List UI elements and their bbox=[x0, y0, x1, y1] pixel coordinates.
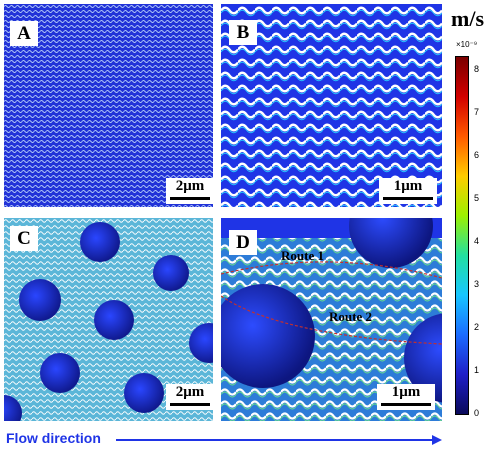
panel-c-scale-label: 2μm bbox=[175, 384, 205, 400]
colorbar-tick-label: 0 bbox=[474, 408, 480, 418]
panel-a-scale-label: 2μm bbox=[175, 178, 205, 194]
flow-arrow-icon bbox=[432, 435, 442, 445]
obstacle bbox=[153, 255, 189, 291]
panel-b-label: B bbox=[229, 20, 257, 45]
panel-d-field bbox=[221, 218, 442, 421]
obstacle bbox=[40, 353, 80, 393]
panel-c-scalebar: 2μm bbox=[166, 384, 213, 410]
colorbar-tick-label: 2 bbox=[474, 322, 480, 332]
route-1-label: Route 1 bbox=[281, 248, 324, 263]
colorbar-unit: m/s bbox=[451, 6, 484, 31]
panel-d-label: D bbox=[229, 230, 257, 255]
panel-b-scalebar: 1μm bbox=[379, 178, 437, 204]
panel-d-scalebar: 1μm bbox=[377, 384, 435, 410]
colorbar-tick-label: 7 bbox=[474, 107, 480, 117]
panel-b-field bbox=[221, 4, 442, 207]
flow-direction-label: Flow direction bbox=[6, 430, 101, 446]
flow-arrow-line bbox=[116, 439, 434, 441]
obstacle bbox=[80, 222, 120, 262]
colorbar-tick-label: 8 bbox=[474, 64, 480, 74]
colorbar-gradient bbox=[455, 56, 469, 415]
obstacle bbox=[94, 300, 134, 340]
panel-a: A 2μm bbox=[4, 4, 213, 207]
panel-c-scale-bar bbox=[170, 403, 210, 406]
panel-b-scale-label: 1μm bbox=[393, 178, 423, 194]
colorbar-multiplier: ×10⁻⁹ bbox=[456, 40, 478, 49]
colorbar-tick-label: 3 bbox=[474, 279, 480, 289]
panel-b-scale-bar bbox=[383, 197, 433, 200]
colorbar-tick-label: 4 bbox=[474, 236, 480, 246]
route-2-label: Route 2 bbox=[329, 309, 372, 324]
panel-d-scale-label: 1μm bbox=[391, 384, 421, 400]
colorbar-tick-label: 6 bbox=[474, 150, 480, 160]
panel-d: D Route 1 Route 2 1μm bbox=[221, 218, 442, 421]
panel-b: B 1μm bbox=[221, 4, 442, 207]
obstacle bbox=[19, 279, 61, 321]
colorbar-tick-label: 5 bbox=[474, 193, 480, 203]
panel-a-scale-bar bbox=[170, 197, 210, 200]
obstacle bbox=[349, 218, 433, 268]
panel-c-label: C bbox=[10, 226, 38, 251]
obstacle bbox=[404, 313, 442, 403]
panel-a-field bbox=[4, 4, 213, 207]
panel-d-scale-bar bbox=[381, 403, 431, 406]
panel-a-scalebar: 2μm bbox=[166, 178, 213, 204]
obstacle bbox=[4, 395, 22, 421]
obstacle bbox=[189, 323, 213, 363]
obstacle bbox=[124, 373, 164, 413]
panel-a-label: A bbox=[10, 21, 38, 46]
obstacle bbox=[221, 284, 315, 388]
colorbar-tick-label: 1 bbox=[474, 365, 480, 375]
panel-c: C 2μm bbox=[4, 218, 213, 421]
